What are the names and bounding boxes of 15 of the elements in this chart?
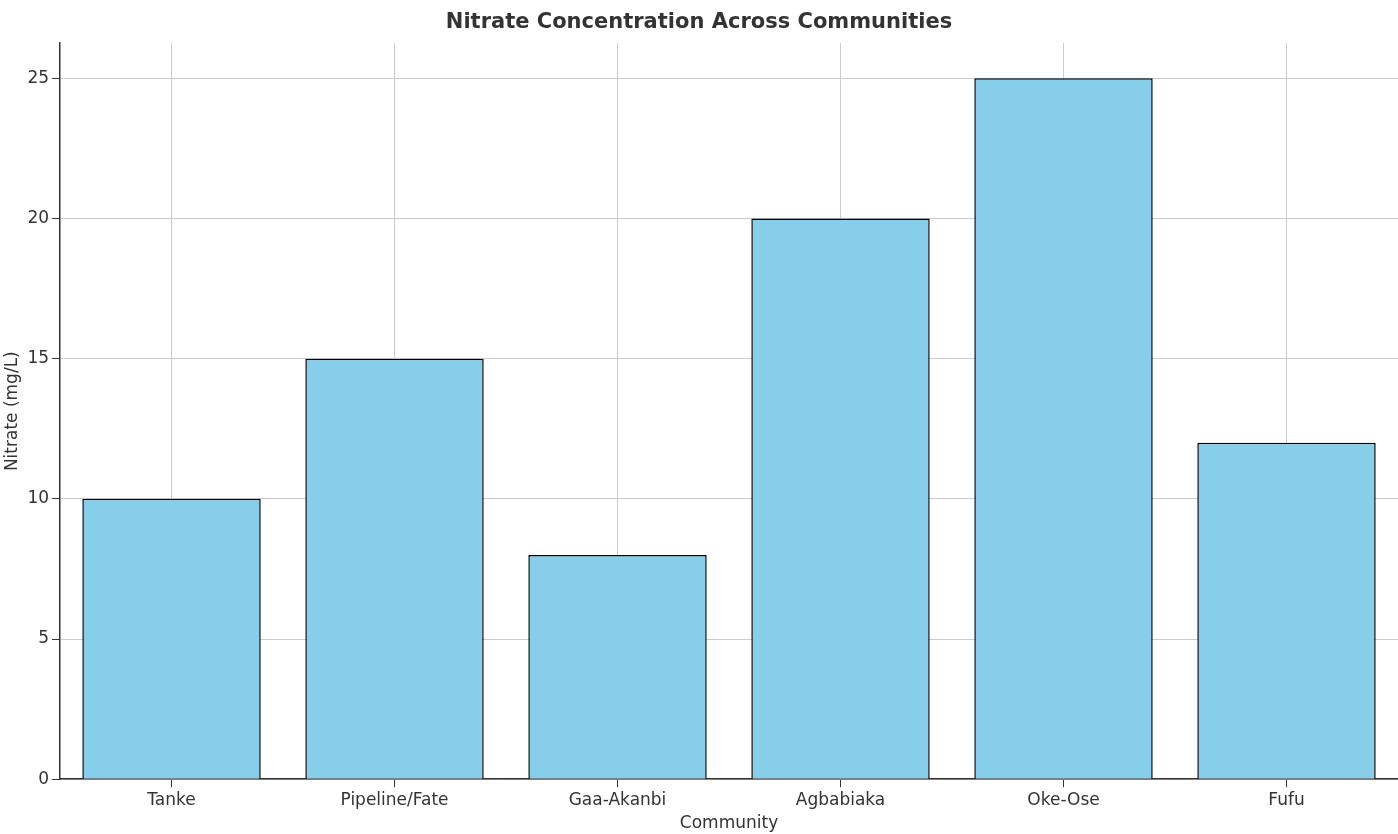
x-tick-label: Gaa-Akanbi [568, 788, 667, 809]
x-tick-label: Agbabiaka [795, 788, 886, 809]
x-tick-label: Pipeline/Fate [340, 788, 449, 809]
y-axis-title: Nitrate (mg/L) [0, 351, 21, 472]
chart-title: Nitrate Concentration Across Communities [445, 9, 953, 34]
y-tick-label: 25 [27, 66, 50, 87]
x-axis-title: Community [679, 812, 779, 833]
y-tick-label: 15 [27, 347, 50, 368]
x-tick-label: Oke-Ose [1027, 788, 1100, 809]
y-tick-label: 5 [38, 627, 50, 648]
x-tick-label: Tanke [146, 788, 196, 809]
y-tick-label: 0 [38, 767, 50, 788]
y-tick-label: 20 [27, 206, 50, 227]
y-tick-label: 10 [27, 487, 50, 508]
x-tick-label: Fufu [1268, 788, 1305, 809]
